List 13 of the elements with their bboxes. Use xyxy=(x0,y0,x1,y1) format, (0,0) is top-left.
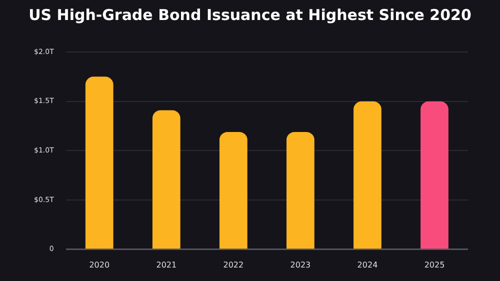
bar xyxy=(152,110,180,249)
x-tick-label: 2021 xyxy=(156,260,177,270)
bar xyxy=(286,132,314,249)
bar xyxy=(85,76,114,249)
x-tick-label: 2022 xyxy=(223,260,244,270)
chart-title: US High-Grade Bond Issuance at Highest Since 2020 xyxy=(28,6,472,24)
bar xyxy=(219,132,248,249)
x-tick-label: 2024 xyxy=(357,260,378,270)
x-tick-label: 2023 xyxy=(290,260,311,270)
bar xyxy=(354,101,382,249)
x-tick-label: 2025 xyxy=(424,260,445,270)
bar xyxy=(420,101,448,249)
x-tick-label: 2020 xyxy=(89,260,110,270)
